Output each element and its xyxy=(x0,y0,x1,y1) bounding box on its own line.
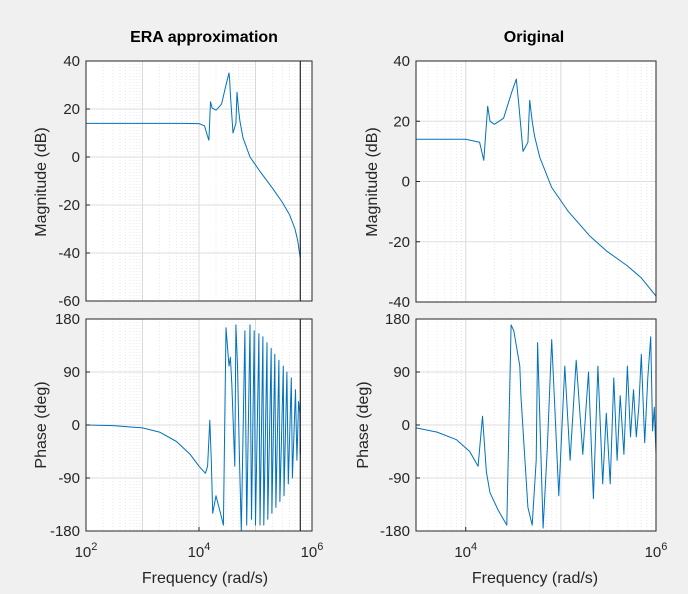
y-tick-label: -20 xyxy=(388,234,410,251)
y-tick-label: 90 xyxy=(63,364,80,381)
y-tick-label: -180 xyxy=(50,523,80,540)
orig-phase-series-line xyxy=(416,324,656,529)
y-tick-label: 90 xyxy=(393,364,410,381)
y-tick-label: 0 xyxy=(402,417,410,434)
axes-layer: 40200-20-40-6040200-20-40180900-90-18010… xyxy=(50,53,667,561)
era-phase-xlabel: Frequency (rad/s) xyxy=(142,570,268,587)
era-phase-ylabel: Phase (deg) xyxy=(33,381,50,468)
y-tick-label: 40 xyxy=(393,53,410,70)
era-magnitude-grid xyxy=(86,61,312,301)
y-tick-label: -40 xyxy=(58,245,80,262)
y-tick-label: 0 xyxy=(72,417,80,434)
y-tick-label: 40 xyxy=(63,53,80,70)
orig-magnitude-axes: 40 20 0 -20 -40 xyxy=(388,53,657,311)
y-tick-label: 20 xyxy=(393,113,410,130)
original-magnitude-ylabel: Magnitude (dB) xyxy=(364,127,381,236)
era-magnitude-frame xyxy=(85,60,313,302)
x-tick-label: 104 xyxy=(454,541,477,561)
x-tick-label: 102 xyxy=(75,541,98,561)
orig-magnitude-grid xyxy=(416,61,656,302)
y-tick-label: 0 xyxy=(72,149,80,166)
era-title: ERA approximation xyxy=(130,29,278,46)
y-tick-label: -40 xyxy=(388,294,410,311)
y-tick-label: 180 xyxy=(385,311,410,328)
y-tick-label: -60 xyxy=(58,293,80,310)
y-tick-label: 0 xyxy=(402,174,410,191)
orig-magnitude-series-line xyxy=(416,78,656,297)
y-tick-label: -90 xyxy=(388,470,410,487)
y-tick-label: -180 xyxy=(380,523,410,540)
original-phase-ylabel: Phase (deg) xyxy=(355,381,372,468)
era-magnitude-axes: 40 20 0 -20 -40 -60 xyxy=(58,53,313,310)
y-tick-label: -20 xyxy=(58,197,80,214)
orig-phase-axes: 180 90 0 -90 -180 104 106 xyxy=(380,311,667,561)
era-magnitude-series-line xyxy=(86,72,301,258)
x-tick-label: 106 xyxy=(301,541,324,561)
y-tick-label: 180 xyxy=(55,311,80,328)
x-tick-label: 106 xyxy=(645,541,668,561)
y-tick-label: -90 xyxy=(58,470,80,487)
y-tick-label: 20 xyxy=(63,101,80,118)
era-phase-series-line xyxy=(86,324,301,531)
era-magnitude-ylabel: Magnitude (dB) xyxy=(33,127,50,236)
x-tick-label: 104 xyxy=(188,541,211,561)
original-phase-xlabel: Frequency (rad/s) xyxy=(472,570,598,587)
original-title: Original xyxy=(504,29,564,46)
